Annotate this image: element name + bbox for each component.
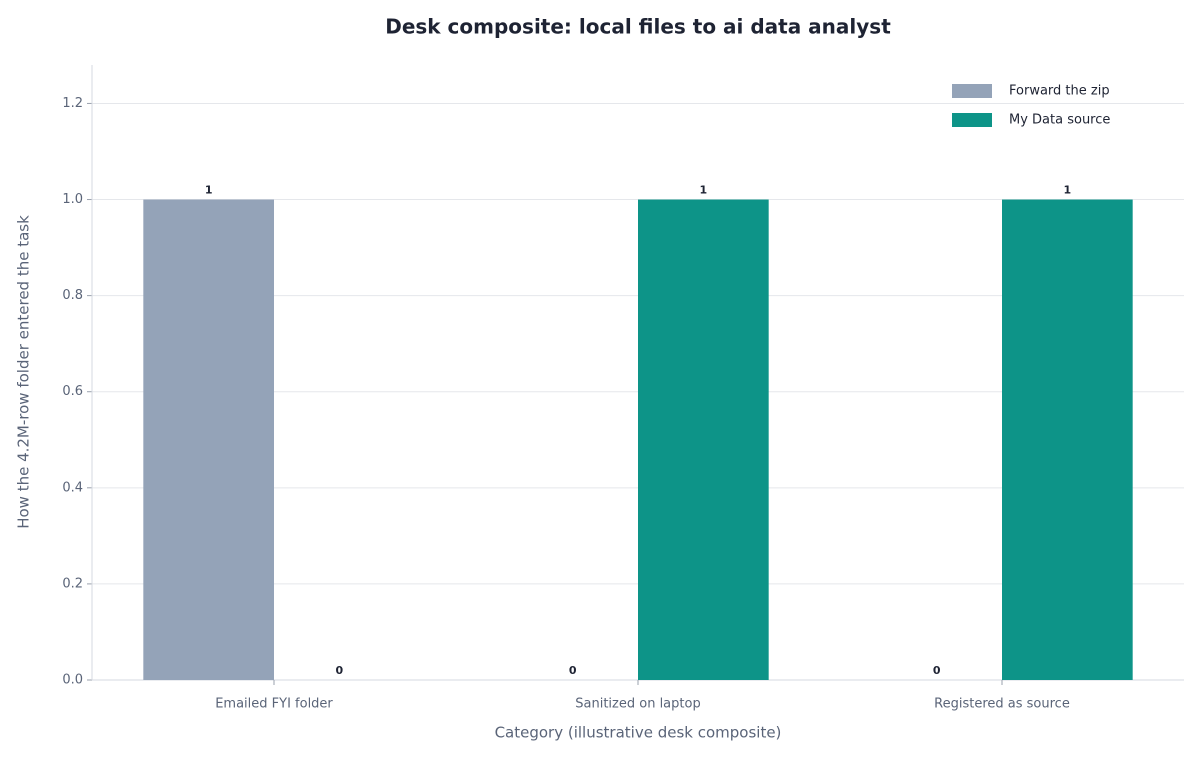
value-label: 0 [336,664,344,677]
x-tick-label: Registered as source [934,697,1070,712]
x-tick-label: Emailed FYI folder [215,697,333,712]
y-axis-label: How the 4.2M-row folder entered the task [15,215,33,529]
value-label: 0 [569,664,577,677]
y-tick-label: 0.4 [62,480,83,495]
bar [1002,199,1133,680]
value-label: 0 [933,664,941,677]
y-tick-label: 0.8 [62,288,83,303]
y-tick-label: 0.2 [62,576,83,591]
chart-title: Desk composite: local files to ai data a… [385,15,891,39]
x-axis-label: Category (illustrative desk composite) [495,724,782,742]
value-label: 1 [205,184,213,197]
legend-swatch [952,84,992,98]
value-label: 1 [1064,184,1072,197]
value-label: 1 [700,184,708,197]
bar [638,199,769,680]
bar [143,199,274,680]
y-tick-label: 0.0 [62,673,83,688]
y-tick-label: 1.0 [62,192,83,207]
x-tick-label: Sanitized on laptop [575,697,700,712]
legend-label: Forward the zip [1009,84,1110,99]
legend-swatch [952,113,992,127]
y-tick-label: 0.6 [62,384,83,399]
y-tick-label: 1.2 [62,96,83,111]
legend-label: My Data source [1009,113,1110,128]
